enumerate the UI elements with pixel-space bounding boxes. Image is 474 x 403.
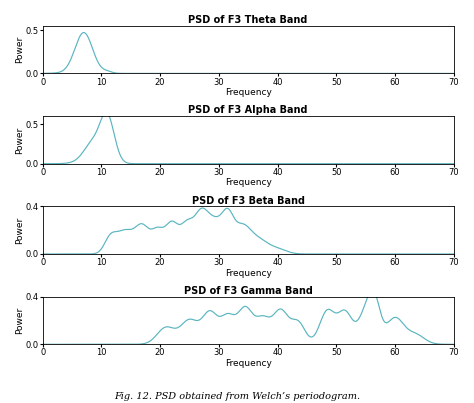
Y-axis label: Power: Power xyxy=(15,216,24,244)
Y-axis label: Power: Power xyxy=(15,126,24,154)
Title: PSD of F3 Gamma Band: PSD of F3 Gamma Band xyxy=(184,286,313,296)
Title: PSD of F3 Theta Band: PSD of F3 Theta Band xyxy=(189,15,308,25)
X-axis label: Frequency: Frequency xyxy=(225,178,272,187)
Title: PSD of F3 Alpha Band: PSD of F3 Alpha Band xyxy=(189,105,308,115)
X-axis label: Frequency: Frequency xyxy=(225,359,272,368)
Text: Fig. 12. PSD obtained from Welch’s periodogram.: Fig. 12. PSD obtained from Welch’s perio… xyxy=(114,392,360,401)
Y-axis label: Power: Power xyxy=(15,36,24,63)
Title: PSD of F3 Beta Band: PSD of F3 Beta Band xyxy=(191,195,305,206)
Y-axis label: Power: Power xyxy=(15,307,24,334)
X-axis label: Frequency: Frequency xyxy=(225,268,272,278)
X-axis label: Frequency: Frequency xyxy=(225,88,272,97)
